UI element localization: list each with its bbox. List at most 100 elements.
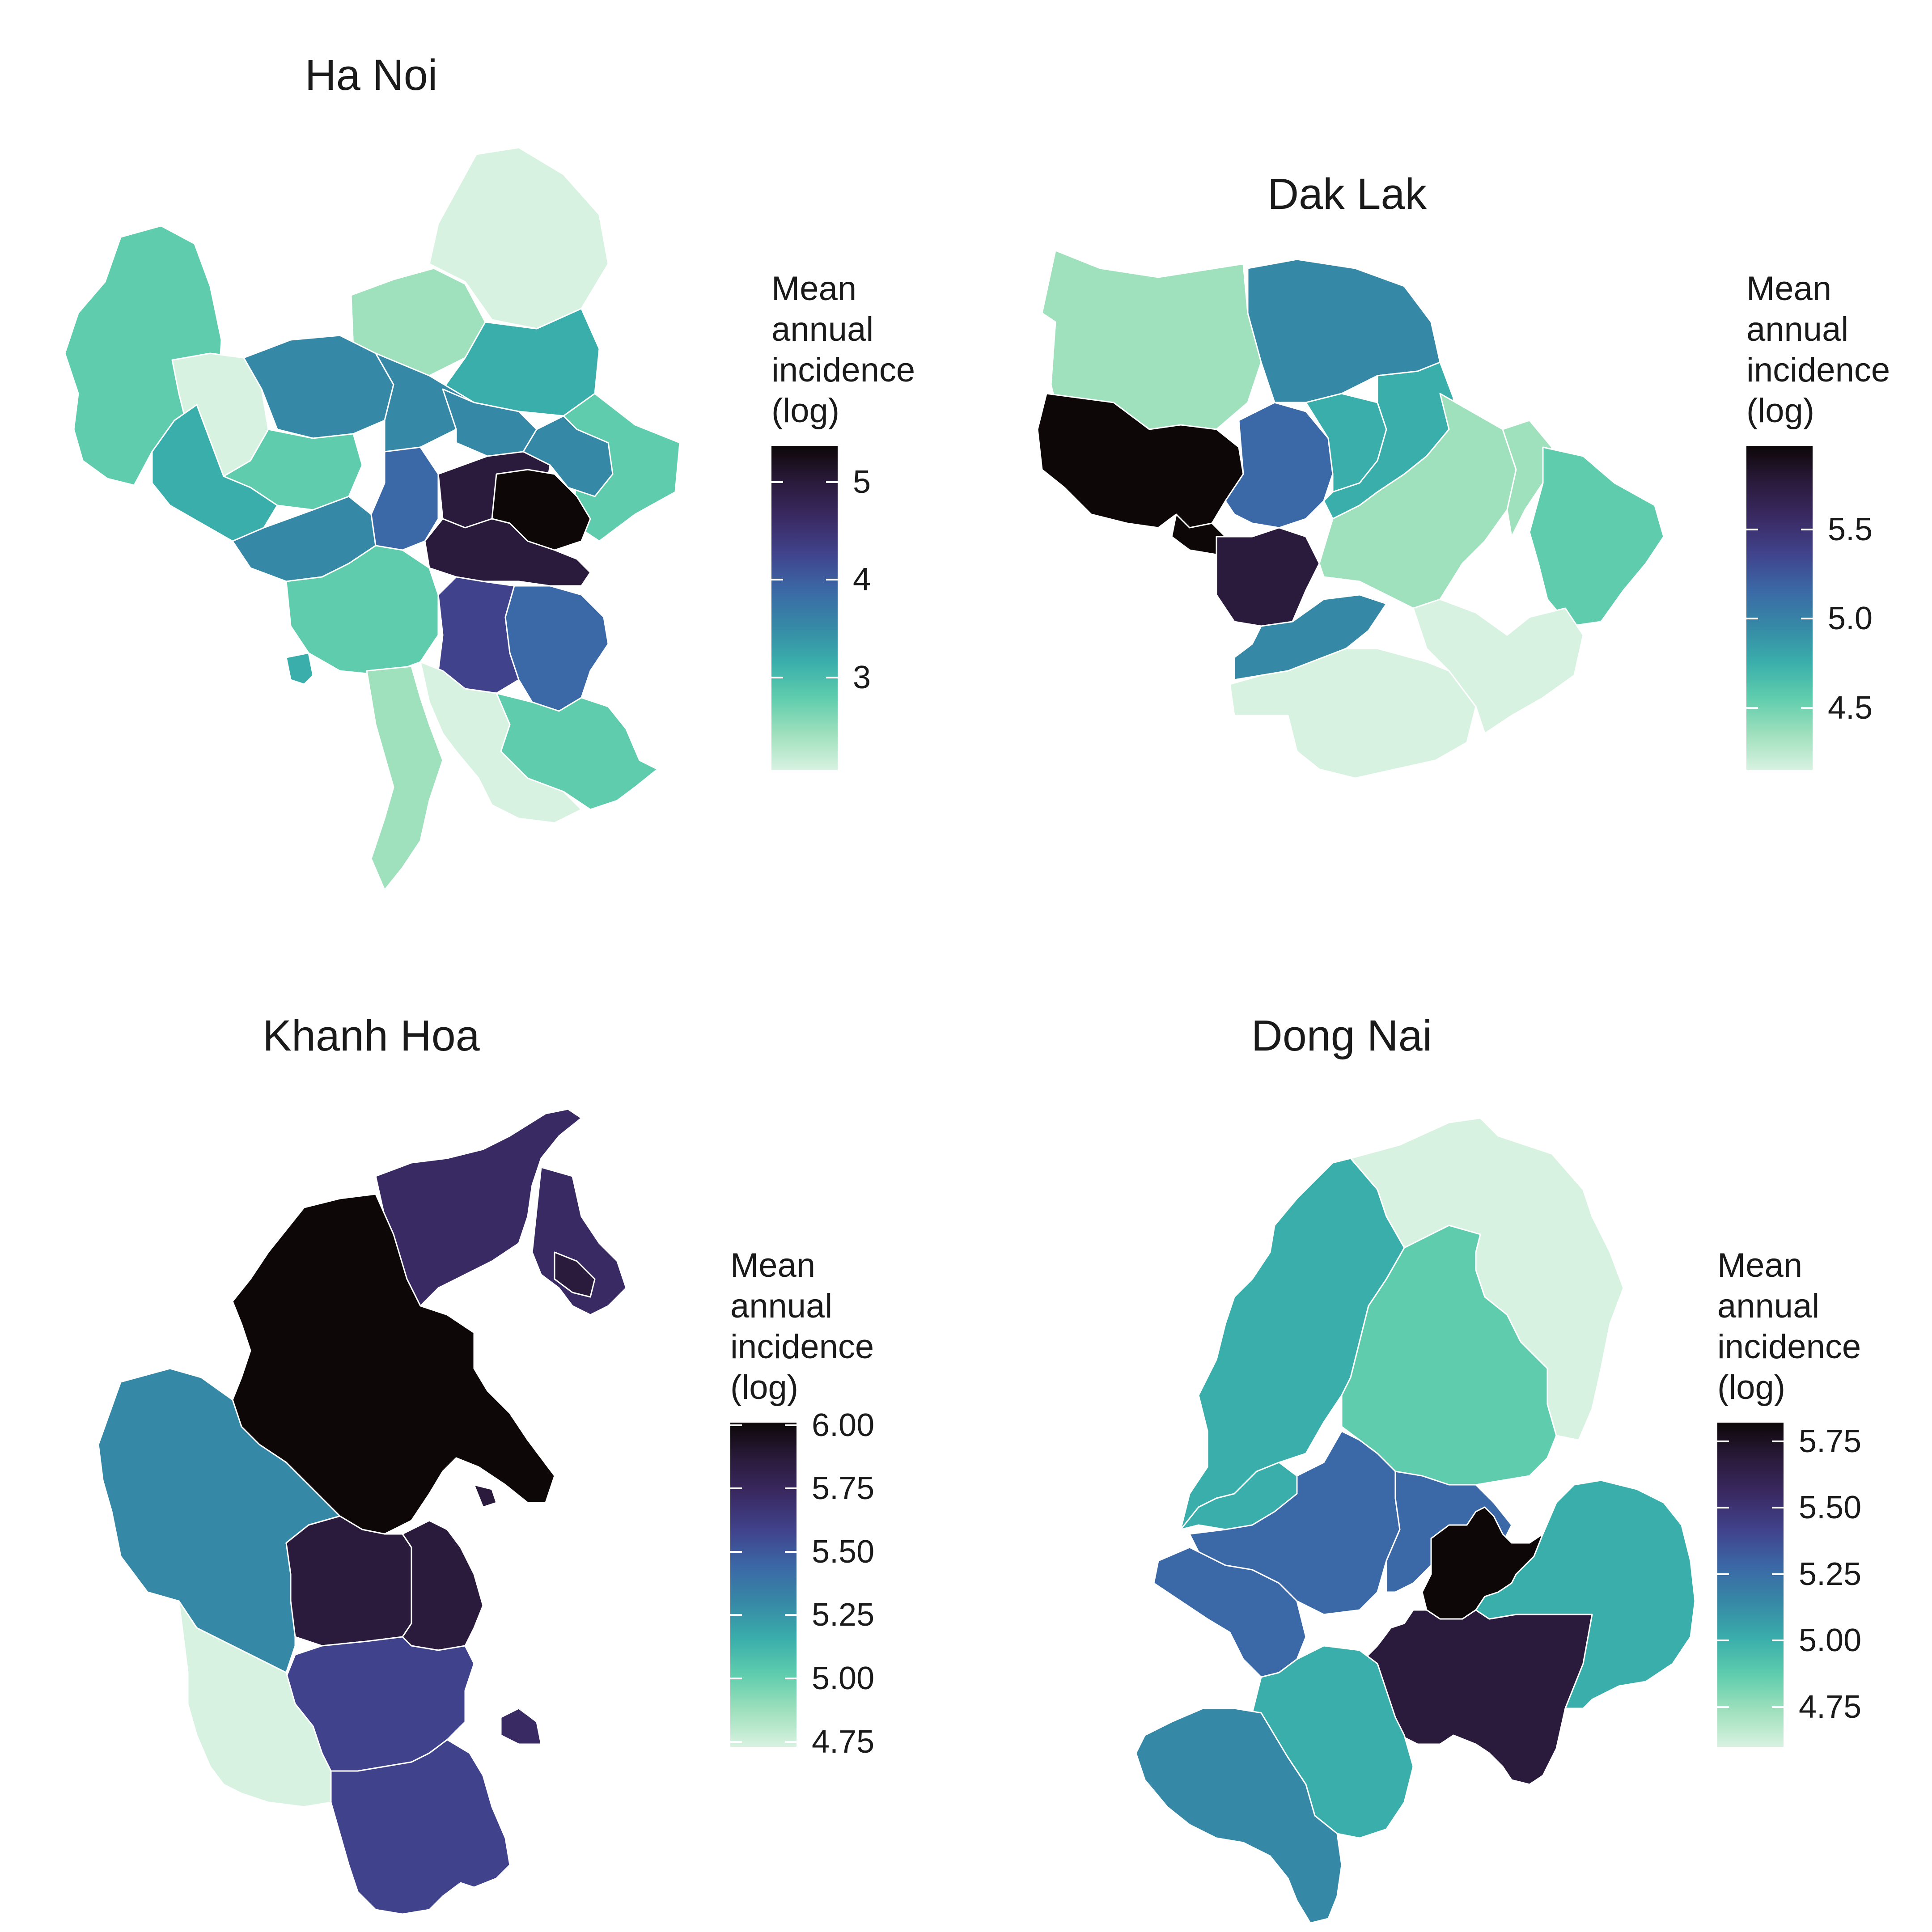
- legend-title-line: incidence: [771, 351, 915, 389]
- legend-title-line: incidence: [1717, 1328, 1861, 1366]
- legend-tick-mark: [1801, 707, 1813, 709]
- legend-tick-mark: [785, 1614, 797, 1616]
- panel-title: Ha Noi: [305, 51, 438, 99]
- legend-tick-mark: [785, 1551, 797, 1553]
- legend-title: Mean annual incidence (log): [730, 1245, 874, 1408]
- legend-tick-mark: [785, 1487, 797, 1490]
- panel-title: Khanh Hoa: [263, 1011, 480, 1060]
- legend-tick-mark: [771, 481, 783, 483]
- legend-title-line: Mean: [771, 270, 857, 308]
- district-region: [496, 692, 658, 810]
- legend-tick-mark: [1717, 1507, 1729, 1509]
- district-region: [232, 1193, 555, 1535]
- district-region: [1229, 648, 1477, 779]
- district-region: [330, 1739, 511, 1915]
- legend-tick-mark: [1717, 1440, 1729, 1442]
- legend-title-line: Mean: [730, 1246, 816, 1284]
- legend-tick-label: 5.00: [1799, 1623, 1862, 1659]
- legend-tick-label: 5.50: [812, 1534, 875, 1570]
- legend-tick-mark: [730, 1551, 742, 1553]
- legend-title-line: annual: [730, 1287, 833, 1325]
- district-region: [1135, 1707, 1343, 1924]
- district-region: [285, 545, 439, 676]
- legend-tick-label: 5.75: [812, 1470, 875, 1507]
- district-region: [437, 576, 520, 694]
- legend-tick-mark: [730, 1614, 742, 1616]
- legend-tick-mark: [1746, 707, 1758, 709]
- legend-title-line: annual: [1717, 1287, 1820, 1325]
- legend-title: Mean annual incidence (log): [1746, 268, 1890, 431]
- legend-tick-mark: [730, 1741, 742, 1743]
- legend-tick-mark: [1746, 618, 1758, 620]
- legend-title-line: (log): [1746, 392, 1815, 430]
- legend-tick-mark: [771, 676, 783, 678]
- district-region: [285, 652, 314, 685]
- legend-tick-label: 4: [853, 562, 871, 598]
- district-region: [1502, 419, 1553, 538]
- legend-tick-label: 6.00: [812, 1407, 875, 1443]
- legend-tick-mark: [771, 579, 783, 581]
- legend-tick-label: 5.5: [1828, 512, 1873, 548]
- legend-tick-mark: [1801, 618, 1813, 620]
- legend-tick-label: 3: [853, 659, 871, 695]
- district-region: [178, 1600, 332, 1808]
- district-region: [504, 585, 609, 712]
- legend-colorbar: [771, 446, 838, 770]
- legend-tick-mark: [1772, 1573, 1784, 1575]
- legend-tick-mark: [785, 1741, 797, 1743]
- legend-title-line: annual: [1746, 310, 1849, 348]
- legend-tick-label: 5.00: [812, 1661, 875, 1697]
- district-region: [1529, 446, 1665, 627]
- legend-tick-label: 4.5: [1828, 690, 1873, 726]
- district-region: [1189, 1430, 1401, 1615]
- legend-tick-label: 5.25: [812, 1597, 875, 1633]
- district-region: [419, 661, 582, 824]
- panel-title: Dak Lak: [1267, 169, 1427, 218]
- panel-dak-lak: Dak Lak Mean annual incidence (log) 5.5 5…: [966, 0, 1932, 966]
- legend-tick-label: 5: [853, 464, 871, 500]
- legend-tick-mark: [826, 481, 838, 483]
- legend-tick-mark: [785, 1678, 797, 1680]
- district-region: [473, 1484, 497, 1508]
- legend-tick-mark: [1772, 1507, 1784, 1509]
- panel-ha-noi: Ha Noi: [0, 0, 966, 966]
- legend-tick-mark: [826, 579, 838, 581]
- choropleth-map-khanh-hoa: [97, 1108, 627, 1915]
- legend-tick-mark: [730, 1487, 742, 1490]
- legend-tick-mark: [1772, 1640, 1784, 1642]
- legend-tick-mark: [730, 1678, 742, 1680]
- legend-title-line: Mean: [1717, 1246, 1803, 1284]
- legend-title-line: (log): [730, 1368, 799, 1407]
- legend-tick-mark: [1717, 1706, 1729, 1708]
- legend-tick-mark: [730, 1424, 742, 1426]
- legend-title-line: annual: [771, 310, 874, 348]
- panel-title: Dong Nai: [1251, 1011, 1432, 1060]
- legend-tick-mark: [785, 1424, 797, 1426]
- legend-tick-label: 5.0: [1828, 601, 1873, 637]
- legend-title-line: Mean: [1746, 270, 1832, 308]
- legend-tick-mark: [1717, 1573, 1729, 1575]
- district-region: [1224, 402, 1334, 529]
- district-region: [285, 1515, 412, 1647]
- district-region: [554, 1251, 596, 1298]
- legend-tick-mark: [826, 676, 838, 678]
- district-region: [402, 1520, 484, 1651]
- legend-tick-mark: [1772, 1706, 1784, 1708]
- legend-tick-mark: [1717, 1640, 1729, 1642]
- legend-tick-label: 4.75: [812, 1724, 875, 1760]
- legend-colorbar: [1717, 1423, 1784, 1747]
- choropleth-map-dong-nai: [1135, 1117, 1696, 1924]
- district-region: [500, 1707, 542, 1745]
- panel-dong-nai: Dong Nai Mean annual incidence (log) 5.7…: [966, 966, 1932, 1932]
- legend-tick-mark: [1772, 1440, 1784, 1442]
- district-region: [370, 446, 439, 551]
- legend-tick-mark: [1801, 529, 1813, 531]
- legend-tick-label: 5.25: [1799, 1556, 1862, 1592]
- legend-tick-label: 4.75: [1799, 1689, 1862, 1725]
- choropleth-map-dak-lak: [1037, 250, 1665, 779]
- district-region: [1216, 527, 1320, 627]
- legend-title-line: (log): [771, 392, 840, 430]
- legend-title-line: incidence: [730, 1328, 874, 1366]
- legend-title-line: (log): [1717, 1368, 1786, 1407]
- legend-title: Mean annual incidence (log): [1717, 1245, 1861, 1408]
